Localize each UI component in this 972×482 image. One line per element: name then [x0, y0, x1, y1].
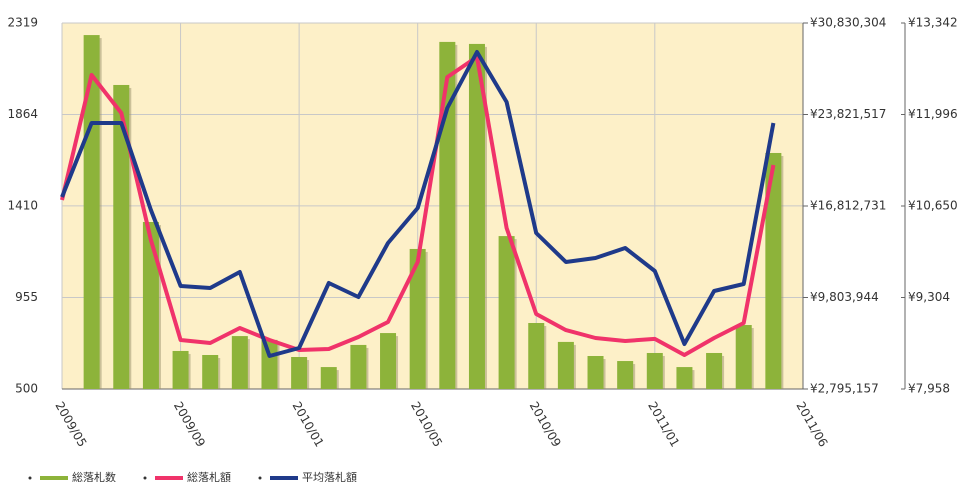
y3-tick-label: ¥10,650: [908, 199, 958, 213]
bar: [706, 352, 723, 389]
bar: [350, 344, 367, 389]
x-tick-label: 2011/01: [645, 399, 682, 449]
bar: [142, 221, 159, 389]
bar: [528, 323, 545, 389]
bar: [646, 352, 663, 389]
x-tick-label: 2011/06: [793, 399, 830, 449]
legend-dot: [143, 476, 147, 480]
y3-tick-label: ¥7,958: [908, 382, 950, 396]
bar: [468, 43, 485, 390]
bar: [439, 41, 456, 389]
y-tick-label: 955: [15, 290, 38, 304]
x-tick-label: 2009/05: [52, 399, 89, 449]
y-tick-label: 1864: [7, 107, 38, 121]
y-tick-label: 1410: [7, 198, 38, 212]
x-tick-label: 2009/09: [171, 399, 208, 449]
bar: [498, 236, 515, 389]
bar: [617, 361, 634, 389]
bar: [557, 341, 574, 389]
y2-tick-label: ¥16,812,731: [810, 199, 886, 213]
line-series: [60, 54, 776, 357]
y3-tick-label: ¥11,996: [908, 107, 958, 121]
x-tick-label: 2010/01: [289, 399, 326, 449]
bar: [261, 339, 278, 389]
bar: [320, 367, 337, 389]
y-tick-label: 2319: [7, 16, 38, 30]
bar: [113, 84, 130, 390]
bar: [380, 333, 397, 389]
line-series: [60, 50, 776, 358]
x-tick-label: 2010/05: [408, 399, 445, 449]
y2-tick-label: ¥30,830,304: [810, 16, 886, 30]
legend-label: 総落札数: [72, 470, 116, 482]
y2-tick-label: ¥23,821,517: [810, 107, 886, 121]
bar: [587, 356, 604, 389]
bar: [409, 248, 426, 389]
y3-tick-label: ¥9,304: [908, 290, 950, 304]
y2-tick-label: ¥2,795,157: [810, 382, 879, 396]
bar: [291, 357, 308, 389]
y3-tick-label: ¥13,342: [908, 16, 958, 30]
legend-label: 総落札額: [187, 470, 231, 482]
bar: [202, 354, 219, 389]
legend-dot: [258, 476, 262, 480]
bar: [676, 367, 693, 389]
y-tick-label: 500: [15, 382, 38, 396]
legend-label: 平均落札額: [302, 471, 357, 482]
bar: [735, 325, 752, 389]
bar: [765, 152, 782, 389]
bar: [231, 336, 248, 389]
bar: [83, 35, 100, 389]
y2-tick-label: ¥9,803,944: [810, 290, 879, 304]
x-tick-label: 2010/09: [527, 399, 564, 449]
bar: [172, 350, 189, 389]
legend-dot: [28, 476, 32, 480]
